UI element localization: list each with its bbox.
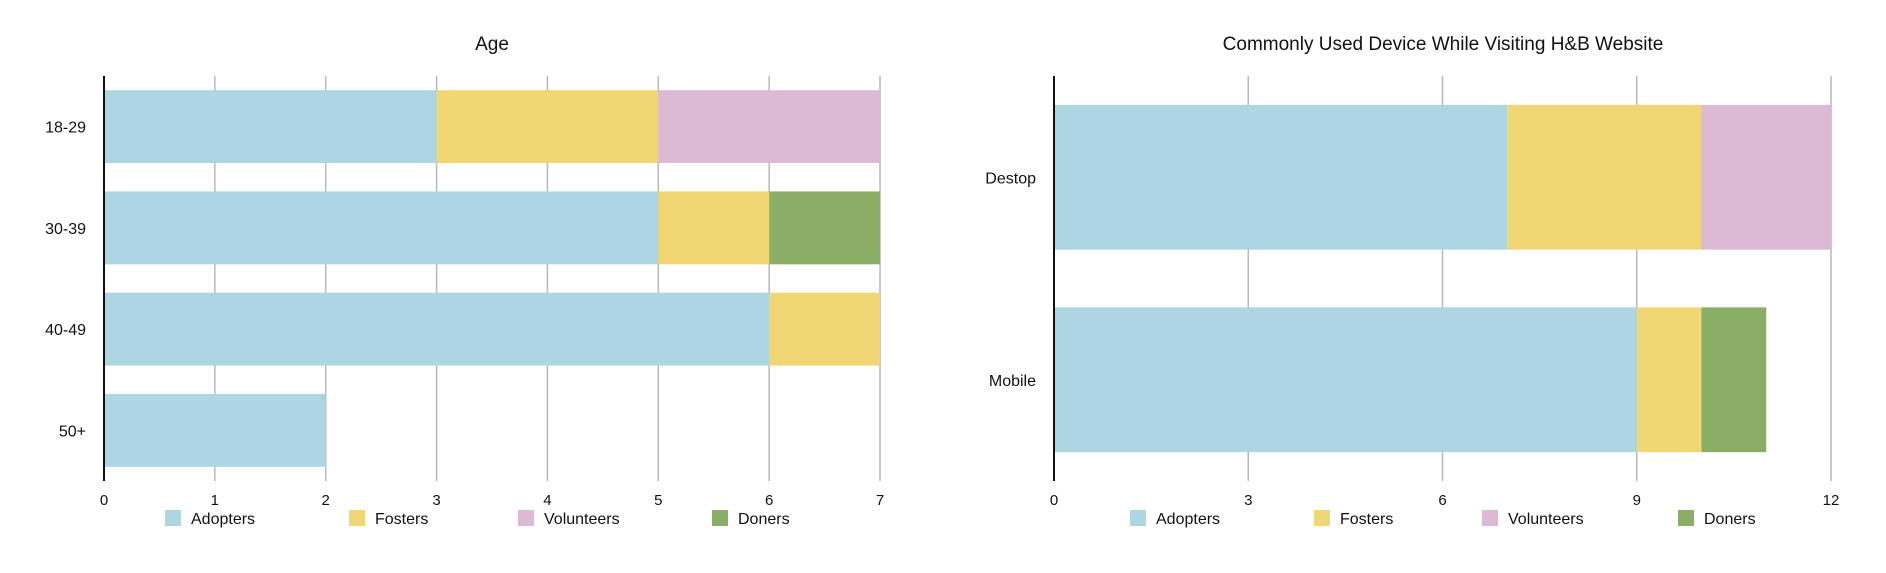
x-tick-label: 6	[765, 492, 773, 509]
category-label: Destop	[985, 170, 1036, 187]
legend-label-doners: Doners	[1704, 511, 1756, 528]
legend-swatch-fosters	[349, 510, 365, 526]
chart-1: Age 0 1 2 3 4 5 6 7 18-29 30-39 40-49 50+ Adopters Fos…	[45, 34, 884, 528]
legend-label-fosters: Fosters	[1340, 511, 1393, 528]
category-label: Mobile	[989, 373, 1036, 390]
bar-doners-mobile	[1701, 307, 1767, 453]
legend-swatch-volunteers	[518, 510, 534, 526]
bar-fosters-mobile	[1636, 307, 1702, 453]
bar-fosters-18-29	[436, 90, 659, 164]
x-tick-label: 3	[432, 492, 440, 509]
x-tick-label: 4	[543, 492, 551, 509]
x-tick-label: 9	[1633, 492, 1641, 509]
x-tick-label: 2	[322, 492, 330, 509]
legend-label-volunteers: Volunteers	[1508, 511, 1584, 528]
legend-label-volunteers: Volunteers	[544, 511, 620, 528]
chart-title: Commonly Used Device While Visiting H&B …	[1223, 34, 1664, 55]
bar-fosters-30-39	[658, 191, 770, 265]
legend-label-fosters: Fosters	[375, 511, 428, 528]
legend-swatch-fosters	[1314, 510, 1330, 526]
bar-adopters-mobile	[1054, 307, 1637, 453]
bar-adopters-18-29	[104, 90, 437, 164]
legend-swatch-doners	[712, 510, 728, 526]
x-tick-label: 0	[1050, 492, 1058, 509]
bar-fosters-destop	[1507, 104, 1702, 250]
legend-label-adopters: Adopters	[191, 511, 255, 528]
legend-swatch-adopters	[1130, 510, 1146, 526]
x-tick-label: 7	[876, 492, 884, 509]
category-label: 18-29	[45, 120, 86, 137]
x-tick-label: 3	[1244, 492, 1252, 509]
bar-fosters-40-49	[769, 292, 880, 366]
category-label: 50+	[59, 423, 86, 440]
legend-label-doners: Doners	[738, 511, 790, 528]
x-tick-label: 12	[1823, 492, 1840, 509]
legend-swatch-volunteers	[1482, 510, 1498, 526]
bar-volunteers-18-29	[658, 90, 880, 164]
bar-volunteers-destop	[1701, 104, 1831, 250]
chart-title: Age	[475, 34, 509, 55]
bar-adopters-50+	[104, 393, 326, 467]
legend-swatch-adopters	[165, 510, 181, 526]
chart-2: Commonly Used Device While Visiting H&B …	[985, 34, 1839, 528]
category-label: 40-49	[45, 322, 86, 339]
bar-adopters-destop	[1054, 104, 1508, 250]
x-tick-label: 1	[211, 492, 219, 509]
bar-adopters-30-39	[104, 191, 659, 265]
bar-doners-30-39	[769, 191, 880, 265]
legend-swatch-doners	[1678, 510, 1694, 526]
legend-label-adopters: Adopters	[1156, 511, 1220, 528]
x-tick-label: 0	[100, 492, 108, 509]
x-tick-label: 5	[654, 492, 662, 509]
x-tick-label: 6	[1438, 492, 1446, 509]
bar-adopters-40-49	[104, 292, 770, 366]
category-label: 30-39	[45, 221, 86, 238]
